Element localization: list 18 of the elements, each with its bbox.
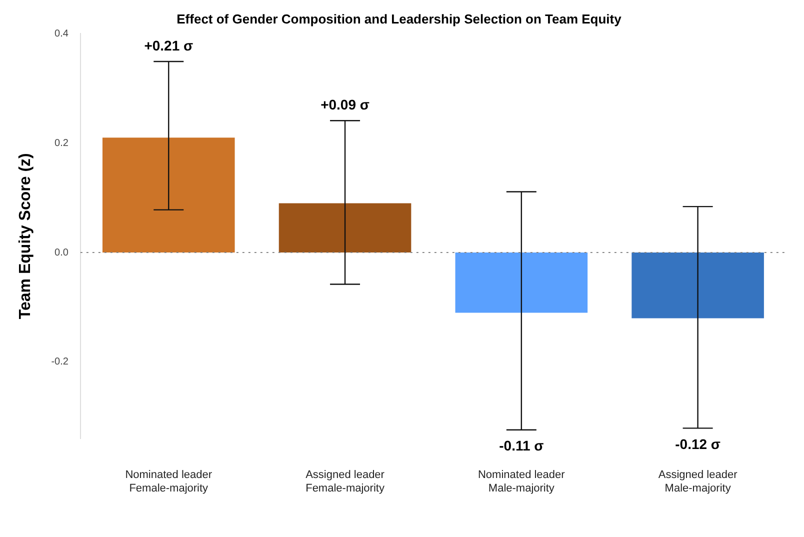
bar (632, 252, 764, 318)
annotation: -0.11 σ (499, 438, 544, 454)
annotation: -0.12 σ (675, 436, 721, 452)
x-tick-label: Assigned leader Male-majority (658, 469, 738, 494)
y-tick-label: -0.2 (51, 356, 69, 368)
y-axis-title: Team Equity Score (z) (17, 153, 34, 320)
x-tick-label: Assigned leader Female-majority (306, 469, 385, 494)
y-tick-label: 0.0 (54, 247, 69, 258)
bar (278, 203, 412, 253)
x-tick-label: Nominated leader Male-majority (478, 469, 566, 494)
annotation: +0.21 σ (144, 37, 194, 54)
bar (102, 138, 235, 253)
y-tick-label: 0.4 (54, 28, 69, 40)
annotation: +0.09 σ (320, 96, 370, 112)
x-tick-label: Nominated leader Female-majority (125, 469, 212, 494)
y-tick-label: 0.2 (54, 138, 69, 149)
bar (455, 252, 588, 313)
chart-title: Effect of Gender Composition and Leadership Selection on Team Equity (176, 11, 622, 26)
